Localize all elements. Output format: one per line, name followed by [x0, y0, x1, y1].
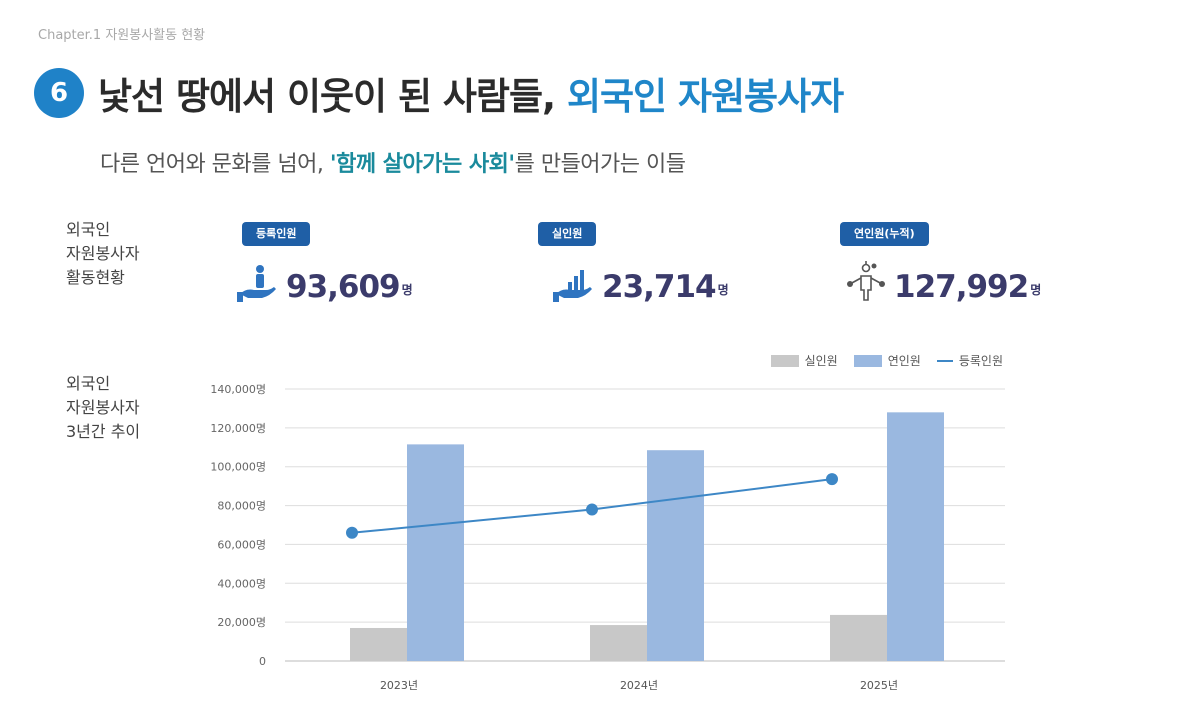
legend-item-actual: 실인원: [770, 352, 838, 369]
network-person-icon: [847, 261, 885, 301]
bar-cumulative: [407, 444, 464, 661]
title-row: 6 낯선 땅에서 이웃이 된 사람들, 외국인 자원봉사자: [34, 66, 844, 120]
x-tick-label: 2023년: [380, 679, 418, 692]
y-tick-label: 140,000명: [210, 383, 266, 396]
stat-registered-value: 93,609: [286, 269, 401, 305]
stat-cumulative-unit: 명: [1030, 283, 1042, 297]
legend-swatch-cumulative: [853, 354, 882, 367]
section-label-trend: 외국인 자원봉사자 3년간 추이: [66, 374, 141, 441]
bar-cumulative: [647, 450, 704, 661]
stat-cumulative-value: 127,992: [894, 269, 1029, 305]
line-point-registered: [346, 526, 358, 539]
subtitle-prefix: 다른 언어와 문화를 넘어,: [100, 152, 330, 177]
page-title: 낯선 땅에서 이웃이 된 사람들, 외국인 자원봉사자: [98, 66, 844, 120]
legend-label-actual: 실인원: [804, 354, 838, 368]
bar-cumulative: [887, 412, 944, 661]
y-tick-label: 80,000명: [217, 500, 266, 513]
stat-actual: 실인원 23,714 명: [538, 222, 729, 304]
legend-label-registered: 등록인원: [958, 354, 1003, 368]
hand-bar-chart-icon: [553, 270, 592, 302]
bar-actual: [830, 614, 887, 661]
stat-actual-unit: 명: [717, 283, 729, 297]
stat-actual-value: 23,714: [602, 269, 717, 305]
legend-label-cumulative: 연인원: [887, 354, 921, 368]
stat-registered-label: 등록인원: [242, 222, 311, 246]
stat-actual-label: 실인원: [538, 222, 597, 246]
section-label-status: 외국인 자원봉사자 활동현황: [66, 220, 140, 287]
y-tick-label: 20,000명: [217, 616, 266, 629]
bar-actual: [350, 627, 407, 661]
bar-actual: [590, 625, 647, 661]
x-tick-label: 2025년: [860, 679, 898, 692]
trend-chart: 0 20,000명 40,000명 60,000명 80,000명 100,000명 120…: [210, 383, 1005, 692]
chapter-label: Chapter.1 자원봉사활동 현황: [38, 28, 206, 43]
line-point-registered: [826, 473, 838, 486]
y-tick-label: 0: [259, 655, 266, 668]
x-tick-label: 2024년: [620, 679, 658, 692]
stat-registered-unit: 명: [401, 283, 413, 297]
y-tick-label: 60,000명: [217, 538, 266, 551]
y-tick-label: 120,000명: [210, 422, 266, 435]
stat-cumulative: 연인원(누적) 127,992 명: [840, 222, 1041, 304]
chart-legend: 실인원 연인원 등록인원: [755, 352, 1003, 369]
title-main: 낯선 땅에서 이웃이 된 사람들,: [98, 75, 567, 118]
stat-cumulative-label: 연인원(누적): [840, 222, 929, 246]
stat-registered: 등록인원 93,609 명: [237, 222, 413, 304]
line-point-registered: [586, 503, 598, 516]
legend-item-cumulative: 연인원: [853, 352, 921, 369]
title-accent: 외국인 자원봉사자: [566, 75, 844, 118]
subtitle-accent: '함께 살아가는 사회': [329, 152, 515, 177]
y-tick-label: 40,000명: [217, 577, 266, 590]
section-number-badge: 6: [34, 68, 84, 118]
legend-swatch-registered: [936, 359, 953, 362]
hand-person-icon: [237, 265, 276, 302]
y-tick-label: 100,000명: [210, 461, 266, 474]
legend-swatch-actual: [770, 354, 799, 367]
subtitle-suffix: 를 만들어가는 이들: [514, 152, 686, 177]
page-subtitle: 다른 언어와 문화를 넘어, '함께 살아가는 사회'를 만들어가는 이들: [100, 146, 686, 178]
legend-item-registered: 등록인원: [936, 352, 1003, 369]
